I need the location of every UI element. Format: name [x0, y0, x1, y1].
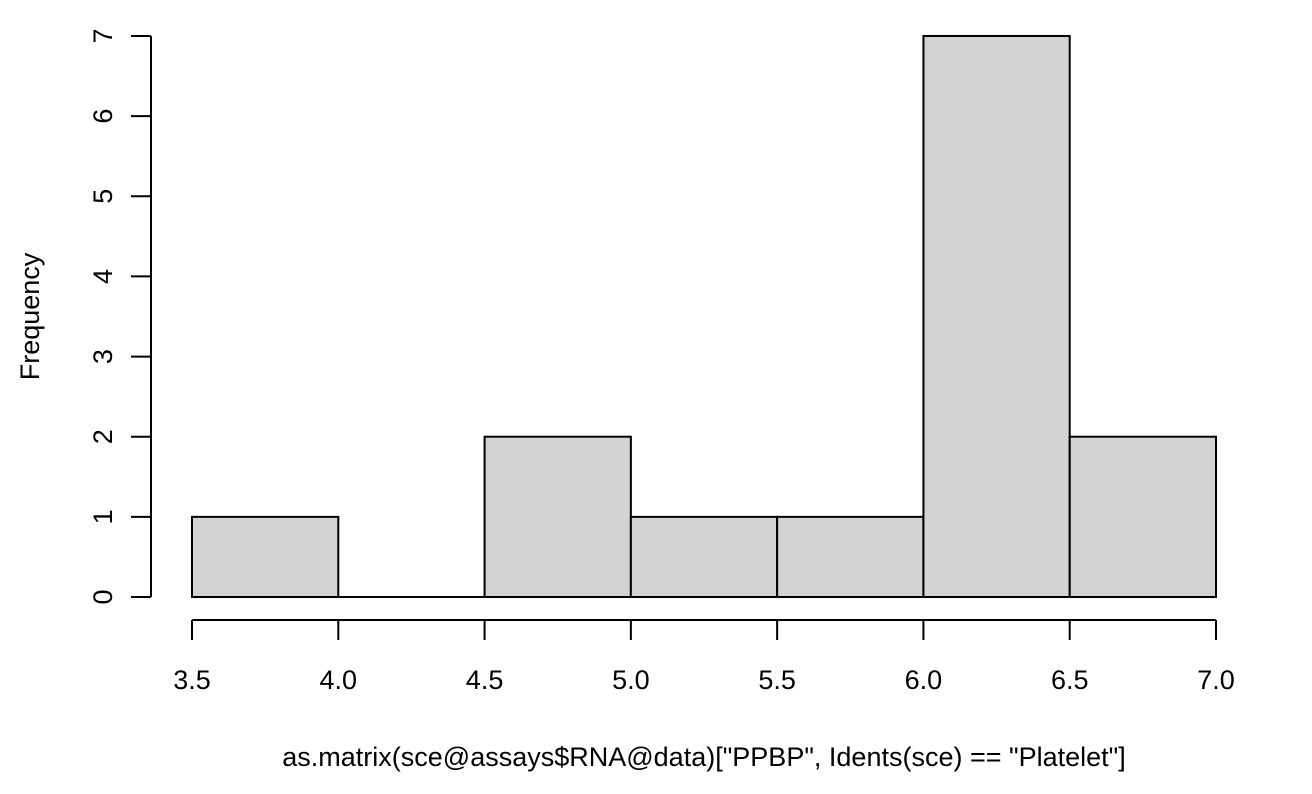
histogram-bar	[629, 515, 779, 598]
histogram-bar	[1068, 435, 1217, 599]
x-axis: 3.5 4.0 4.5 5.0 5.5 6.0 6.5 7.0	[173, 619, 1235, 695]
histogram-bar	[483, 435, 632, 599]
x-tick-label: 7.0	[1197, 665, 1235, 695]
y-tick-label: 7	[88, 28, 118, 43]
x-tick-label: 4.0	[320, 665, 358, 695]
x-axis-title: as.matrix(sce@assays$RNA@data)["PPBP", I…	[282, 742, 1125, 772]
histogram-bar	[776, 515, 925, 598]
y-tick-label: 5	[88, 189, 118, 204]
y-tick-label: 6	[88, 109, 118, 124]
x-tick-label: 6.5	[1051, 665, 1089, 695]
x-tick-label: 3.5	[173, 665, 211, 695]
histogram-bar	[191, 515, 340, 598]
y-axis: 0 1 2 3 4 5 6 7	[88, 28, 152, 605]
y-axis-title: Frequency	[15, 252, 45, 380]
y-tick-label: 1	[88, 509, 118, 524]
x-tick-label: 5.0	[612, 665, 650, 695]
y-tick-label: 2	[88, 429, 118, 444]
x-tick-label: 5.5	[758, 665, 796, 695]
histogram-bars	[191, 35, 1217, 599]
x-tick-label: 6.0	[905, 665, 943, 695]
y-tick-label: 4	[88, 269, 118, 284]
y-tick-label: 0	[88, 589, 118, 604]
x-tick-label: 4.5	[466, 665, 504, 695]
histogram-bar	[922, 35, 1071, 598]
y-tick-label: 3	[88, 349, 118, 364]
